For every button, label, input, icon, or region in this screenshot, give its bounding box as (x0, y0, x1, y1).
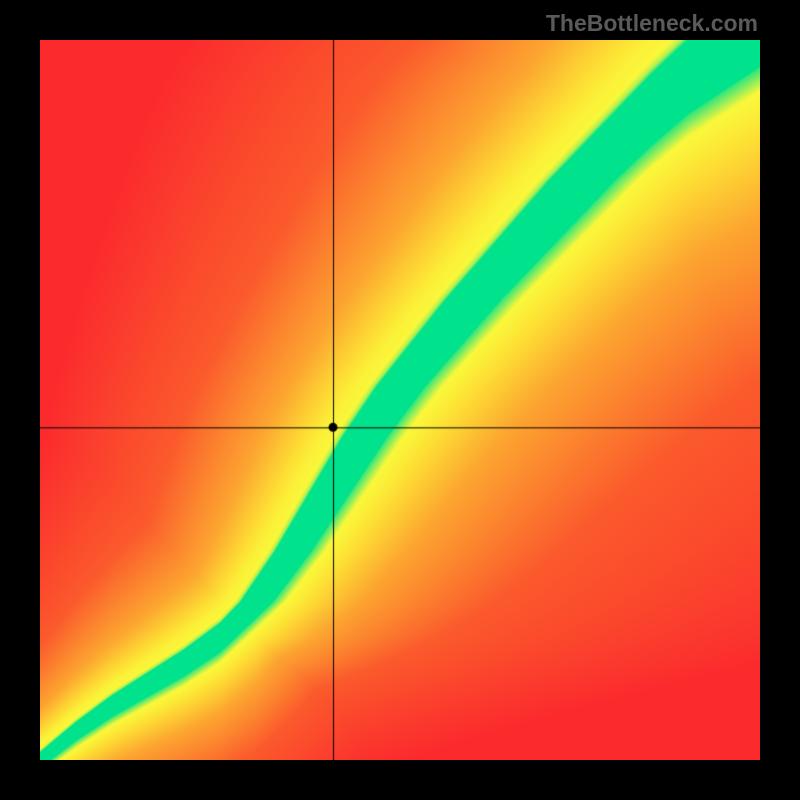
chart-container: TheBottleneck.com (0, 0, 800, 800)
watermark-text: TheBottleneck.com (546, 10, 758, 37)
heatmap-canvas (40, 40, 760, 760)
plot-area (40, 40, 760, 760)
